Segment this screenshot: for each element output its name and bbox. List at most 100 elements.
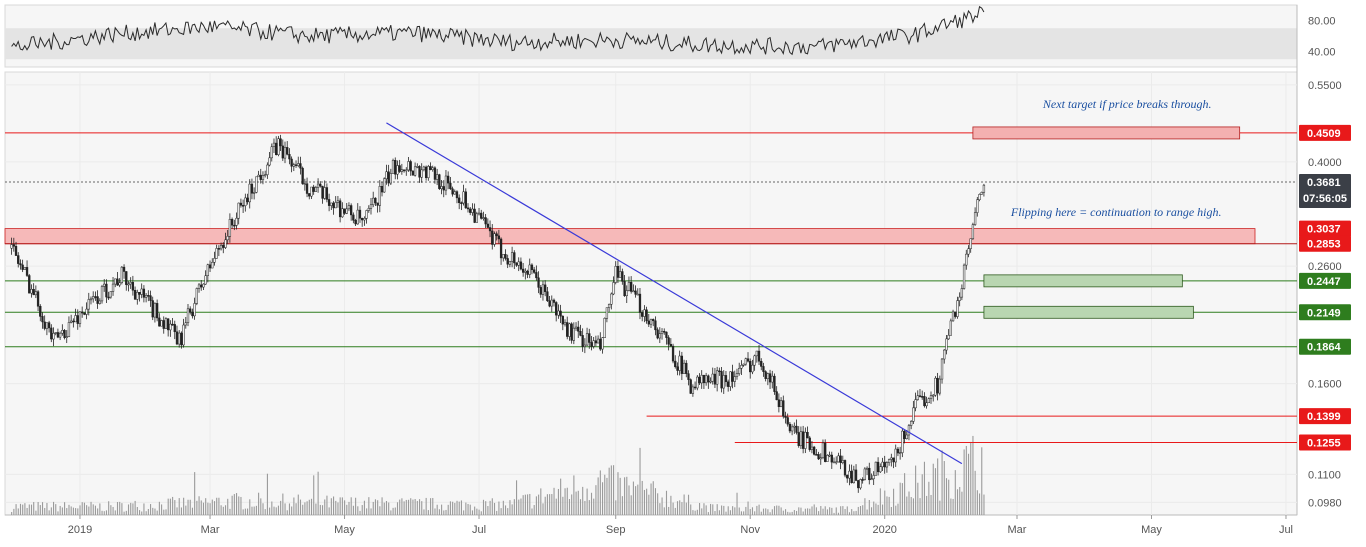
volume-bar [807,508,809,515]
candle-body [910,421,913,426]
candle-body [504,254,507,259]
x-tick-label: 2019 [68,524,92,536]
volume-bar [445,509,447,515]
candle-body [954,311,957,317]
target-box[interactable] [983,305,1194,319]
candle-body [771,375,774,383]
candle-body [215,248,218,259]
price-level-label: 0.4509 [1307,128,1341,140]
candle-body [508,260,512,265]
candle-body [852,469,855,484]
candle-body [559,310,562,317]
volume-bar [90,501,92,515]
candle-body [363,218,366,221]
volume-bar [169,498,171,515]
candle-body [202,283,205,288]
target-box[interactable] [972,126,1241,140]
candle-body [138,292,141,295]
candle-body [330,202,333,206]
candle-body [391,160,395,174]
candle-body [103,283,106,287]
volume-bar [321,505,324,515]
volume-bar [846,506,848,515]
volume-bar [657,493,659,515]
candle-body [711,373,714,382]
volume-bar [676,501,679,515]
candle-body [735,373,739,377]
zones-layer [4,228,1256,245]
candle-body [590,342,593,347]
candle-body [56,332,60,338]
volume-bar [366,508,368,515]
candle-body [171,323,174,326]
candle-body [817,454,820,460]
volume-bar [628,485,630,515]
volume-bar [70,506,72,515]
volume-bar [441,504,443,515]
candle-body [281,145,284,159]
candle-body [473,208,476,223]
candle-body [753,355,756,366]
candle-body [625,290,628,297]
volume-bar [707,512,709,515]
volume-bar [202,502,205,515]
candle-body [786,417,789,425]
volume-bar [659,503,661,515]
x-tick-label: Mar [1008,524,1027,536]
candle-body [932,394,935,397]
volume-bar [480,511,482,515]
volume-bar [965,445,967,515]
candle-body [513,252,516,264]
candle-body [164,318,168,329]
candle-body [14,246,18,256]
volume-bar [205,498,207,515]
volume-bar [315,503,317,515]
candle-body [497,235,501,240]
volume-bar [685,502,687,515]
volume-bar [299,499,302,515]
candle-body [810,446,814,450]
candle-body [279,138,282,147]
candle-body [898,452,902,454]
volume-bar [844,509,846,515]
trendline[interactable] [386,122,963,465]
volume-bar [357,506,359,515]
volume-bar [72,507,74,515]
candle-body [354,220,357,225]
candle-body [312,186,315,192]
volume-bar [703,503,705,515]
candle-body [184,322,187,326]
candle-body [133,290,137,300]
candle-body [444,175,448,191]
volume-bar [46,502,48,515]
candle-body [105,283,108,298]
volume-bar [540,488,542,515]
volume-bar [877,504,879,515]
candle-body [398,165,401,172]
volume-bar [183,497,185,515]
price-level-label-bg [1299,272,1351,289]
volume-bar [557,488,559,515]
candle-body [916,395,919,400]
target-box[interactable] [983,274,1183,288]
candle-body [958,296,961,301]
volume-bar [227,498,229,515]
candle-body [704,375,708,384]
candle-body [69,320,73,323]
volume-bar [430,498,432,515]
candle-body [724,375,728,383]
candle-body [100,286,104,302]
candle-body [905,434,908,439]
candle-body [158,317,161,327]
volume-bar [584,500,586,515]
candle-body [208,264,212,269]
volume-bar [407,499,410,515]
candle-body [308,193,311,197]
volume-bar [213,501,216,515]
volume-bar [701,508,703,515]
candle-body [140,288,143,295]
candle-body [621,271,624,282]
volume-bar [934,468,937,515]
candle-body [325,187,329,200]
